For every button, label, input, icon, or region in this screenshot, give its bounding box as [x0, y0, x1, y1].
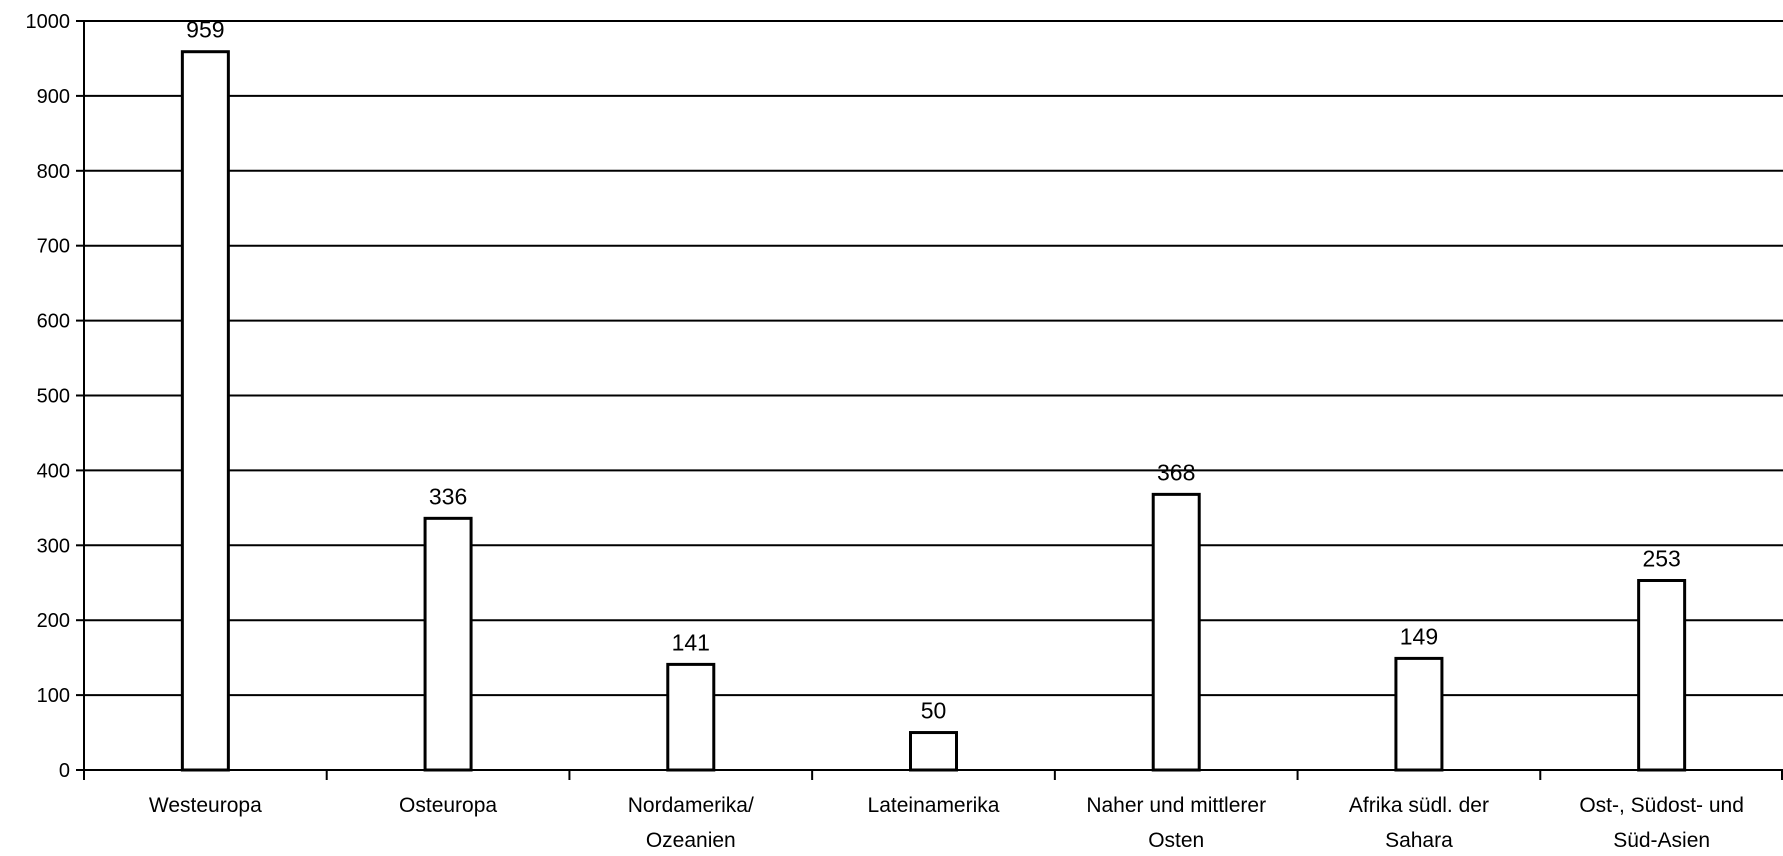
x-tick-label: Naher und mittlerer Osten: [1086, 794, 1266, 852]
data-label: 141: [672, 629, 710, 655]
y-tick-label: 0: [59, 760, 70, 782]
bar: [180, 50, 230, 772]
bar: [1637, 579, 1687, 772]
y-tick-label: 800: [37, 161, 70, 183]
gridlines: [84, 20, 1783, 697]
data-labels: 959 336 141 50 368 149 253: [186, 17, 1681, 724]
y-tick-label: 600: [37, 311, 70, 333]
y-axis-ticks: 0 100 200 300 400 500 600 700 800 900 1000: [26, 11, 85, 782]
y-tick-label: 300: [37, 535, 70, 557]
y-tick-label: 200: [37, 610, 70, 632]
data-label: 149: [1400, 623, 1438, 649]
data-label: 253: [1642, 546, 1680, 572]
x-tick-label: Westeuropa: [149, 794, 262, 817]
x-tick-label: Afrika südl. der Sahara: [1349, 794, 1489, 852]
bar: [666, 662, 716, 772]
bar: [909, 731, 958, 772]
data-label: 336: [429, 483, 467, 509]
data-label: 959: [186, 17, 224, 43]
bar: [1394, 656, 1444, 772]
data-label: 368: [1157, 459, 1195, 485]
y-tick-label: 500: [37, 386, 70, 408]
y-tick-label: 400: [37, 460, 70, 482]
x-tick-label: Osteuropa: [399, 794, 497, 817]
y-tick-label: 1000: [26, 11, 71, 33]
y-tick-label: 900: [37, 86, 70, 108]
bar: [1151, 492, 1201, 772]
y-tick-label: 100: [37, 685, 70, 707]
x-tick-label: Lateinamerika: [868, 794, 1000, 817]
x-axis: Westeuropa Osteuropa Nordamerika/Ozeanien L…: [83, 769, 1783, 852]
x-tick-label: Nordamerika/Ozeanien: [628, 794, 754, 852]
y-tick-label: 700: [37, 236, 70, 258]
bars: [180, 50, 1687, 772]
bar: [423, 516, 473, 772]
x-tick-label: Ost-, Südost- und Süd-Asien: [1579, 794, 1744, 852]
data-label: 50: [921, 698, 947, 724]
